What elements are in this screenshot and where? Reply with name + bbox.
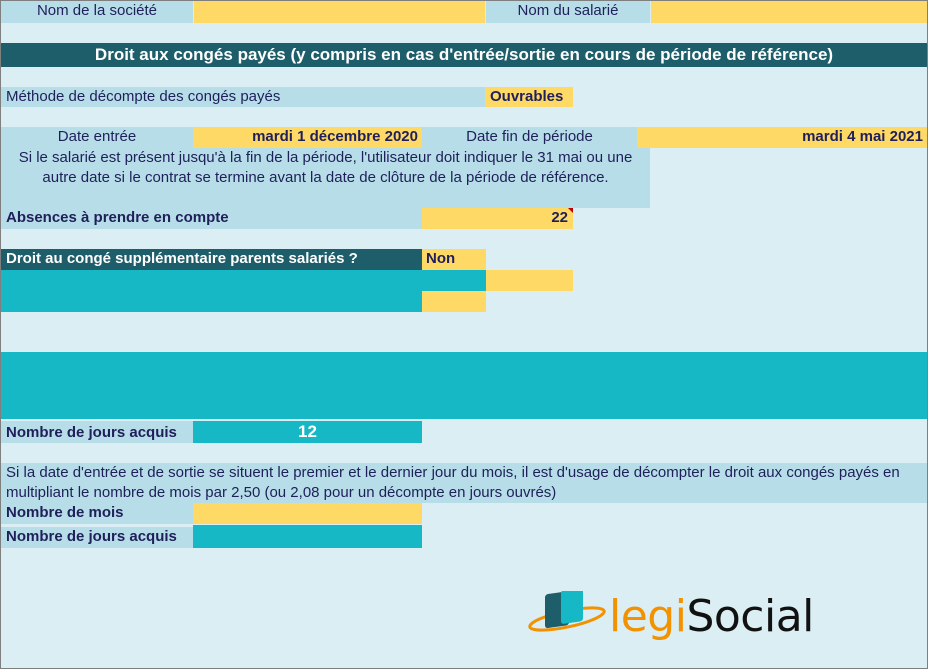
- logo-wordmark: legiSocial: [609, 592, 814, 642]
- months-acquired-days-value: [193, 525, 422, 548]
- logo-prefix: legi: [609, 591, 687, 642]
- parents-detail-row: [1, 270, 486, 291]
- logo-suffix: Social: [686, 591, 814, 642]
- period-end-label: Date fin de période: [422, 127, 637, 148]
- method-label: Méthode de décompte des congés payés: [1, 87, 485, 107]
- result-band: [1, 352, 927, 419]
- employee-name-label: Nom du salarié: [486, 1, 650, 23]
- entry-date-label: Date entrée: [1, 127, 193, 148]
- parents-leave-label: Droit au congé supplémentaire parents sa…: [1, 249, 422, 270]
- employee-name-input[interactable]: [651, 1, 927, 23]
- acquired-days-value: 12: [193, 421, 422, 443]
- company-name-input[interactable]: [194, 1, 485, 23]
- months-note: Si la date d'entrée et de sortie se situ…: [1, 463, 927, 503]
- acquired-days-label: Nombre de jours acquis: [1, 421, 193, 443]
- legisocial-logo-icon: [528, 591, 606, 632]
- page-title: Droit aux congés payés (y compris en cas…: [1, 43, 927, 67]
- months-acquired-days-label: Nombre de jours acquis: [1, 527, 193, 548]
- period-note: Si le salarié est présent jusqu'à la fin…: [1, 148, 650, 208]
- period-end-input[interactable]: mardi 4 mai 2021: [637, 127, 927, 148]
- months-count-input[interactable]: [193, 503, 422, 524]
- absences-input[interactable]: 22: [422, 208, 573, 229]
- comment-indicator-icon: [568, 208, 573, 213]
- absences-label: Absences à prendre en compte: [1, 208, 422, 229]
- method-select[interactable]: Ouvrables: [485, 87, 573, 107]
- parents-leave-select[interactable]: Non: [422, 249, 486, 270]
- parents-detail-row-2: [1, 291, 422, 312]
- company-name-label: Nom de la société: [1, 1, 193, 23]
- months-count-label: Nombre de mois: [1, 503, 193, 524]
- parents-detail-input-2[interactable]: [422, 291, 486, 312]
- entry-date-input[interactable]: mardi 1 décembre 2020: [193, 127, 422, 148]
- parents-detail-input[interactable]: [486, 270, 573, 291]
